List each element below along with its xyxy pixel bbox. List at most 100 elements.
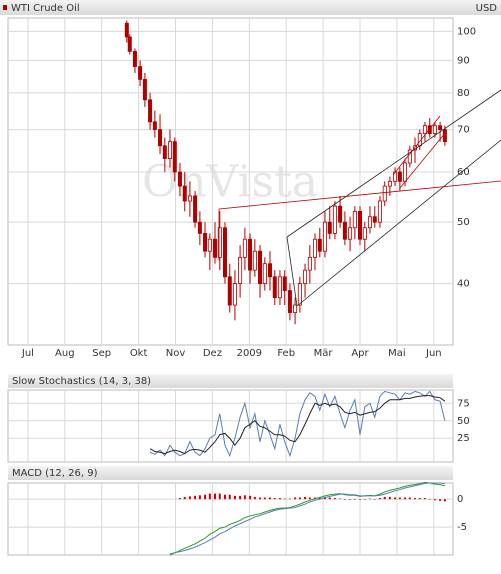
candle-body bbox=[293, 304, 298, 313]
x-tick-label: Nov bbox=[166, 348, 186, 359]
x-tick-label: Mai bbox=[388, 348, 406, 359]
candle-body bbox=[267, 263, 272, 278]
histogram-bar bbox=[323, 497, 326, 500]
macd-header bbox=[8, 466, 453, 480]
candle-body bbox=[258, 250, 263, 284]
x-tick-label: 2009 bbox=[237, 348, 262, 359]
histogram-bar bbox=[288, 498, 291, 500]
histogram-bar bbox=[394, 497, 397, 500]
candle-body bbox=[377, 200, 382, 223]
candle-body bbox=[197, 221, 202, 234]
histogram-bar bbox=[343, 499, 346, 500]
candle-body bbox=[127, 36, 132, 52]
y-tick-label: 60 bbox=[457, 167, 470, 178]
histogram-bar bbox=[418, 498, 421, 500]
histogram-bar bbox=[433, 499, 436, 501]
y-tick-label: 50 bbox=[457, 217, 470, 228]
candle-body bbox=[352, 210, 357, 229]
candle-body bbox=[203, 233, 208, 252]
histogram-bar bbox=[273, 498, 276, 500]
candle-body bbox=[172, 141, 177, 173]
candle-body bbox=[387, 180, 392, 187]
trend-line bbox=[218, 180, 501, 210]
y-tick-label: 100 bbox=[457, 26, 476, 37]
candle-body bbox=[207, 238, 212, 252]
candle-body bbox=[227, 276, 232, 306]
candle-body bbox=[242, 238, 247, 258]
histogram-bar bbox=[363, 499, 366, 500]
candle-body bbox=[358, 210, 363, 240]
candle-body bbox=[177, 171, 182, 187]
candle-body bbox=[312, 238, 317, 258]
indicator-line bbox=[149, 390, 446, 458]
histogram-bar bbox=[408, 497, 411, 500]
candle-body bbox=[348, 227, 353, 240]
candle-body bbox=[327, 221, 332, 234]
candle-body bbox=[148, 99, 153, 123]
candle-body bbox=[222, 227, 227, 278]
y-tick-label: 70 bbox=[457, 125, 470, 136]
candle-body bbox=[432, 125, 437, 134]
indicator-line bbox=[149, 395, 446, 455]
histogram-bar bbox=[368, 498, 371, 500]
histogram-bar bbox=[398, 497, 401, 500]
histogram-bar bbox=[233, 495, 236, 500]
histogram-bar bbox=[204, 494, 207, 500]
y-tick-label: 25 bbox=[457, 433, 470, 444]
histogram-bar bbox=[263, 497, 266, 500]
y-tick-label: 50 bbox=[457, 416, 470, 427]
candle-body bbox=[403, 162, 408, 182]
unit-label: USD bbox=[476, 3, 498, 14]
y-tick-label: 90 bbox=[457, 55, 470, 66]
candle-body bbox=[272, 276, 277, 299]
histogram-bar bbox=[283, 498, 286, 500]
trend-line bbox=[392, 115, 441, 176]
candle-body bbox=[397, 171, 402, 182]
histogram-bar bbox=[333, 498, 336, 500]
histogram-bar bbox=[183, 496, 186, 500]
candle-body bbox=[187, 195, 192, 202]
candle-body bbox=[362, 227, 367, 240]
y-tick-label: 40 bbox=[457, 279, 470, 290]
title-marker bbox=[3, 5, 7, 10]
histogram-bar bbox=[294, 497, 297, 500]
histogram-bar bbox=[188, 496, 191, 500]
histogram-bar bbox=[223, 494, 226, 500]
histogram-bar bbox=[378, 498, 381, 500]
candle-body bbox=[232, 283, 237, 306]
histogram-bar bbox=[218, 493, 221, 500]
trend-line bbox=[399, 131, 447, 189]
candle-body bbox=[297, 283, 302, 306]
stoch-plot-frame bbox=[7, 389, 454, 463]
histogram-bar bbox=[388, 496, 391, 500]
candle-body bbox=[213, 238, 218, 258]
histogram-bar bbox=[353, 499, 356, 500]
histogram-bar bbox=[328, 497, 331, 500]
histogram-bar bbox=[228, 494, 231, 500]
x-tick-label: Dez bbox=[203, 348, 222, 359]
candle-body bbox=[382, 185, 387, 202]
candle-body bbox=[124, 22, 129, 38]
histogram-bar bbox=[259, 497, 262, 500]
candle-body bbox=[238, 256, 243, 284]
candle-body bbox=[182, 185, 187, 202]
histogram-bar bbox=[383, 496, 386, 500]
chart-title: WTI Crude Oil bbox=[11, 3, 80, 14]
candle-body bbox=[367, 216, 372, 229]
histogram-bar bbox=[268, 497, 271, 500]
candle-body bbox=[138, 66, 143, 80]
candle-body bbox=[332, 205, 337, 234]
candle-body bbox=[338, 205, 343, 223]
panel-title: Slow Stochastics (14, 3, 38) bbox=[12, 376, 151, 387]
histogram-bar bbox=[278, 498, 281, 500]
histogram-bar bbox=[423, 498, 426, 500]
histogram-bar bbox=[243, 495, 246, 500]
candle-body bbox=[303, 269, 308, 284]
candle-body bbox=[152, 121, 157, 130]
x-tick-label: Okt bbox=[130, 348, 148, 359]
trend-line bbox=[286, 236, 298, 307]
y-tick-label: 75 bbox=[457, 398, 470, 409]
x-tick-label: Sep bbox=[92, 348, 111, 359]
header-bar bbox=[0, 0, 501, 15]
